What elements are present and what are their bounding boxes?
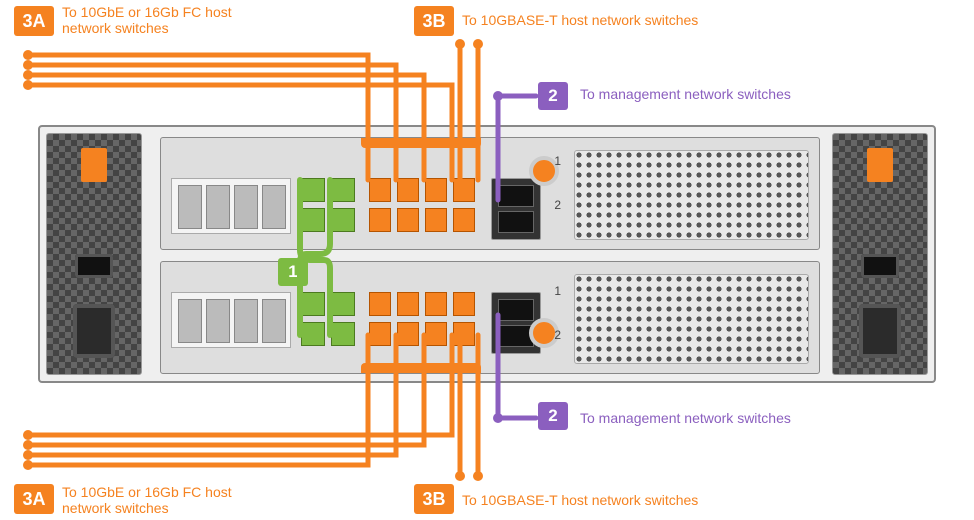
psu-left	[46, 133, 142, 375]
rj45-icon	[498, 185, 534, 207]
badge-2-top: 2	[538, 82, 568, 110]
orange-ports-a	[369, 178, 485, 234]
controller-b: 1 2	[160, 261, 820, 374]
label-3a-bottom: To 10GbE or 16Gb FC host network switche…	[62, 484, 322, 516]
label-3a-top-line2: network switches	[62, 20, 322, 36]
latch-handle	[361, 363, 481, 373]
slot-num-2: 2	[554, 198, 561, 212]
badge-3a-top: 3A	[14, 6, 54, 36]
label-3b-top: To 10GBASE-T host network switches	[462, 12, 842, 28]
label-3b-bottom: To 10GBASE-T host network switches	[462, 492, 842, 508]
sfp-cage-group	[171, 292, 291, 348]
green-ports-a	[301, 178, 361, 234]
badge-3a-bottom: 3A	[14, 484, 54, 514]
label-2-top: To management network switches	[580, 86, 960, 102]
slot-num-2: 2	[554, 328, 561, 342]
label-3a-top-line1: To 10GbE or 16Gb FC host	[62, 4, 322, 20]
label-3a-bot-line2: network switches	[62, 500, 322, 516]
latch-handle	[361, 138, 481, 148]
badge-1-interconnect: 1	[278, 258, 308, 286]
power-switch-icon	[75, 254, 113, 278]
label-3a-bot-line1: To 10GbE or 16Gb FC host	[62, 484, 322, 500]
vent-grille	[574, 150, 809, 240]
power-switch-icon	[861, 254, 899, 278]
badge-3b-bottom: 3B	[414, 484, 454, 514]
slot-num-1: 1	[554, 154, 561, 168]
rj45-icon	[498, 211, 534, 233]
label-2-bottom: To management network switches	[580, 410, 960, 426]
storage-enclosure: 1 2 1 2	[38, 125, 936, 383]
vent-grille	[574, 274, 809, 364]
orange-ports-b	[369, 292, 485, 348]
label-3a-top: To 10GbE or 16Gb FC host network switche…	[62, 4, 322, 36]
green-ports-b	[301, 292, 361, 348]
slot-num-1: 1	[554, 284, 561, 298]
sfp-cage-group	[171, 178, 291, 234]
psu-right	[832, 133, 928, 375]
mgmt-ports-a	[491, 178, 541, 240]
badge-3b-top: 3B	[414, 6, 454, 36]
badge-2-bottom: 2	[538, 402, 568, 430]
controller-a: 1 2	[160, 137, 820, 250]
rj45-icon	[498, 299, 534, 321]
